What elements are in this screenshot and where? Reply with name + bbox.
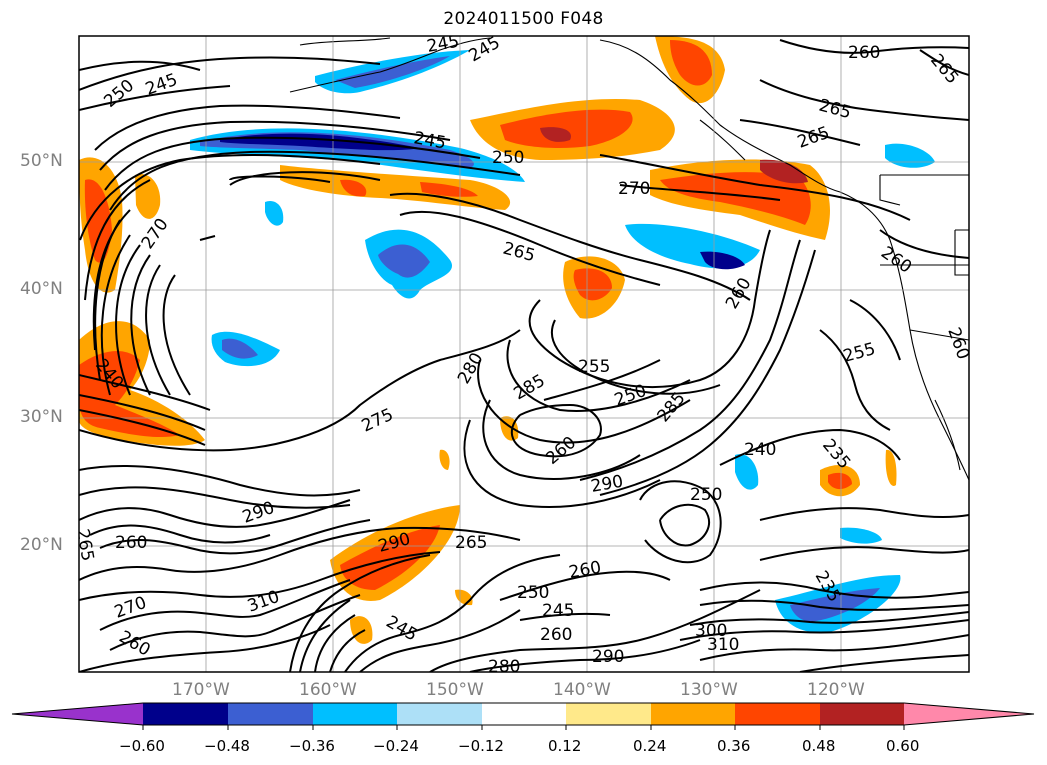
- colorbar-extend-high: [904, 703, 1034, 725]
- contour-label: 265: [817, 96, 854, 124]
- colorbar-tick-label: −0.60: [119, 737, 165, 755]
- contour-label: 245: [383, 612, 421, 646]
- contour-label: 310: [245, 587, 282, 617]
- shading-layer: [79, 36, 935, 644]
- contour-label: 260: [540, 625, 572, 645]
- contour-label: 260: [116, 627, 154, 661]
- height-contours: [79, 39, 969, 672]
- contour-label: 265: [926, 50, 962, 88]
- contour-label: 260: [848, 43, 880, 63]
- coastline-layer: [289, 37, 969, 481]
- colorbar-tick-label: 0.24: [633, 737, 667, 755]
- contour-label: 250: [517, 583, 549, 603]
- colorbar-tick-label: 0.60: [886, 737, 920, 755]
- contour-label: 265: [72, 527, 97, 562]
- contour-label: 265: [455, 533, 487, 553]
- contour-label: 260: [877, 243, 915, 278]
- contour-label: 280: [488, 657, 520, 677]
- lat-label: 40°N: [20, 279, 63, 299]
- colorbar-tick-label: 0.12: [548, 737, 582, 755]
- colorbar-tick-label: −0.12: [458, 737, 504, 755]
- colorbar-tick-label: −0.48: [204, 737, 250, 755]
- lon-label: 140°W: [553, 680, 611, 700]
- contour-label: 275: [359, 405, 397, 437]
- lat-label: 50°N: [20, 151, 63, 171]
- colorbar-tick-label: 0.36: [717, 737, 751, 755]
- colorbar-extend-low: [12, 703, 143, 725]
- colorbar: [11, 702, 1035, 730]
- contour-label: 260: [567, 558, 602, 583]
- contour-label: 270: [618, 179, 650, 199]
- contour-label: 240: [744, 440, 776, 460]
- contour-label: 245: [542, 601, 574, 621]
- lat-label: 30°N: [20, 407, 63, 427]
- lon-label: 120°W: [807, 680, 865, 700]
- contour-label: 270: [138, 215, 173, 253]
- contour-label: 255: [578, 357, 610, 377]
- contour-label: 260: [115, 533, 147, 553]
- lon-label: 130°W: [680, 680, 738, 700]
- contour-label: 250: [492, 148, 524, 168]
- contour-label: 255: [841, 339, 878, 367]
- colorbar-tick-label: −0.24: [373, 737, 419, 755]
- contour-label: 250: [690, 485, 722, 505]
- contour-label: 270: [112, 593, 149, 623]
- plot-frame: [78, 35, 970, 673]
- contour-label: 260: [542, 433, 580, 469]
- contour-label: 245: [466, 33, 504, 67]
- contour-label: 245: [425, 32, 460, 57]
- contour-label: 310: [707, 635, 739, 655]
- contour-label: 285: [511, 371, 549, 405]
- contour-label: 290: [589, 472, 624, 497]
- lon-label: 160°W: [299, 680, 357, 700]
- contour-label: 245: [143, 70, 180, 100]
- map-plot-area: 245 245 245 245 250 250 265 270 270 260 …: [72, 32, 969, 677]
- contour-label: 290: [592, 647, 624, 667]
- colorbar-tick-label: 0.48: [802, 737, 836, 755]
- lon-label: 170°W: [172, 680, 230, 700]
- contour-label: 260: [722, 274, 756, 312]
- colorbar-tick-label: −0.36: [289, 737, 335, 755]
- lat-label: 20°N: [20, 535, 63, 555]
- lon-label: 150°W: [426, 680, 484, 700]
- map-title: 2024011500 F048: [443, 9, 604, 29]
- contour-label: 300: [695, 621, 727, 641]
- contour-label: 265: [795, 123, 832, 153]
